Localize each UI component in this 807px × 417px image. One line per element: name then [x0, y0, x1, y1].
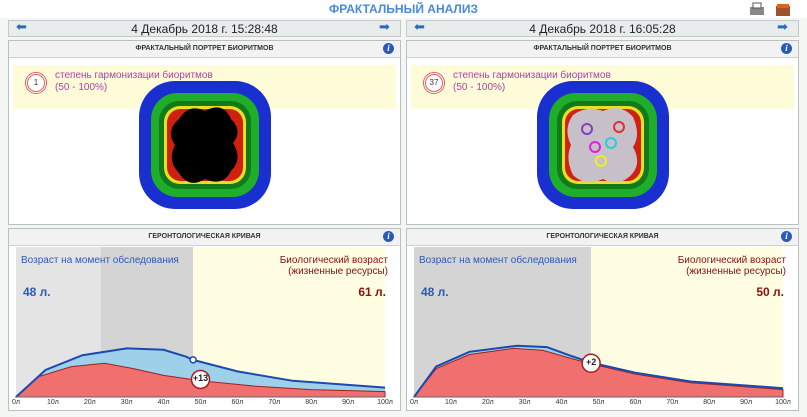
x-tick-label: 30л	[120, 399, 133, 406]
x-tick-label: 10л	[444, 399, 457, 406]
x-tick-label: 100л	[377, 399, 393, 406]
top-bar	[0, 0, 807, 18]
fractal-core	[567, 108, 638, 183]
x-tick-label: 50л	[194, 399, 207, 406]
geronto-box: ГЕРОНТОЛОГИЧЕСКАЯ КРИВАЯ i +13 Возраст на м…	[8, 228, 401, 411]
page-title: ФРАКТАЛЬНЫЙ АНАЛИЗ	[329, 2, 478, 16]
fractal-spot	[595, 155, 607, 167]
fractal-image	[139, 81, 271, 209]
age-value: 48 л.	[421, 285, 449, 299]
geronto-title: ГЕРОНТОЛОГИЧЕСКАЯ КРИВАЯ	[407, 229, 798, 246]
panel-header	[406, 20, 799, 37]
prev-arrow[interactable]: ⬅	[414, 19, 425, 34]
next-arrow[interactable]: ➡	[777, 19, 788, 34]
geronto-box: ГЕРОНТОЛОГИЧЕСКАЯ КРИВАЯ i +2 Возраст на мо…	[406, 228, 799, 411]
x-tick-label: 60л	[629, 399, 642, 406]
info-icon[interactable]: i	[781, 43, 792, 54]
fractal-title: ФРАКТАЛЬНЫЙ ПОРТРЕТ БИОРИТМОВ	[9, 41, 400, 58]
resource-curve	[15, 347, 386, 398]
x-tick-label: 40л	[555, 399, 568, 406]
panel-header	[8, 20, 401, 37]
age-dot	[189, 356, 197, 364]
fractal-spot	[605, 137, 617, 149]
age-value: 48 л.	[23, 285, 51, 299]
resource-curve	[413, 344, 784, 398]
prev-arrow[interactable]: ⬅	[16, 19, 27, 34]
bio-value: 61 л.	[358, 285, 386, 299]
x-tick-label: 10л	[46, 399, 59, 406]
geronto-plot	[412, 247, 784, 398]
age-label: Возраст на момент обследования	[21, 255, 179, 266]
bio-label: Биологический возраст (жизненные ресурсы…	[677, 255, 786, 277]
delta-label: +13	[192, 373, 209, 384]
score-badge: 37	[423, 72, 445, 94]
x-tick-label: 100л	[775, 399, 791, 406]
x-tick-label: 0л	[410, 399, 418, 406]
fractal-box: ФРАКТАЛЬНЫЙ ПОРТРЕТ БИОРИТМОВ i 37 степень …	[406, 40, 799, 225]
next-arrow[interactable]: ➡	[379, 19, 390, 34]
bio-area	[14, 362, 386, 398]
x-tick-label: 0л	[12, 399, 20, 406]
fractal-title: ФРАКТАЛЬНЫЙ ПОРТРЕТ БИОРИТМОВ	[407, 41, 798, 58]
age-label: Возраст на момент обследования	[419, 255, 577, 266]
x-tick-label: 60л	[231, 399, 244, 406]
score-range: (50 - 100%)	[453, 82, 506, 93]
fractal-spot	[613, 121, 625, 133]
score-badge: 1	[25, 72, 47, 94]
fractal-core	[170, 107, 238, 183]
bio-value: 50 л.	[756, 285, 784, 299]
fractal-box: ФРАКТАЛЬНЫЙ ПОРТРЕТ БИОРИТМОВ i 1 степень г…	[8, 40, 401, 225]
delta-badge	[190, 369, 211, 390]
x-tick-label: 30л	[518, 399, 531, 406]
fractal-spot	[581, 123, 593, 135]
fractal-spot	[589, 141, 601, 153]
info-icon[interactable]: i	[383, 231, 394, 242]
x-tick-label: 20л	[83, 399, 96, 406]
x-tick-label: 40л	[157, 399, 170, 406]
x-tick-label: 80л	[305, 399, 318, 406]
x-tick-label: 50л	[592, 399, 605, 406]
bio-area	[412, 347, 784, 398]
delta-label: +2	[585, 357, 597, 368]
score-label: степень гармонизации биоритмов	[453, 70, 611, 81]
x-tick-label: 70л	[666, 399, 679, 406]
bio-label: Биологический возраст (жизненные ресурсы…	[279, 255, 388, 277]
timestamp: 4 Декабрь 2018 г. 15:28:48	[131, 22, 278, 36]
x-tick-label: 20л	[481, 399, 494, 406]
delta-badge	[581, 353, 601, 373]
geronto-title: ГЕРОНТОЛОГИЧЕСКАЯ КРИВАЯ	[9, 229, 400, 246]
timestamp: 4 Декабрь 2018 г. 16:05:28	[529, 22, 676, 36]
geronto-plot	[14, 247, 386, 398]
toolbar-icons[interactable]	[748, 2, 794, 18]
x-tick-label: 70л	[268, 399, 281, 406]
fractal-image	[537, 81, 669, 209]
x-tick-label: 80л	[703, 399, 716, 406]
score-label: степень гармонизации биоритмов	[55, 70, 213, 81]
score-range: (50 - 100%)	[55, 82, 108, 93]
x-tick-label: 90л	[740, 399, 753, 406]
info-icon[interactable]: i	[383, 43, 394, 54]
info-icon[interactable]: i	[781, 231, 792, 242]
x-tick-label: 90л	[342, 399, 355, 406]
